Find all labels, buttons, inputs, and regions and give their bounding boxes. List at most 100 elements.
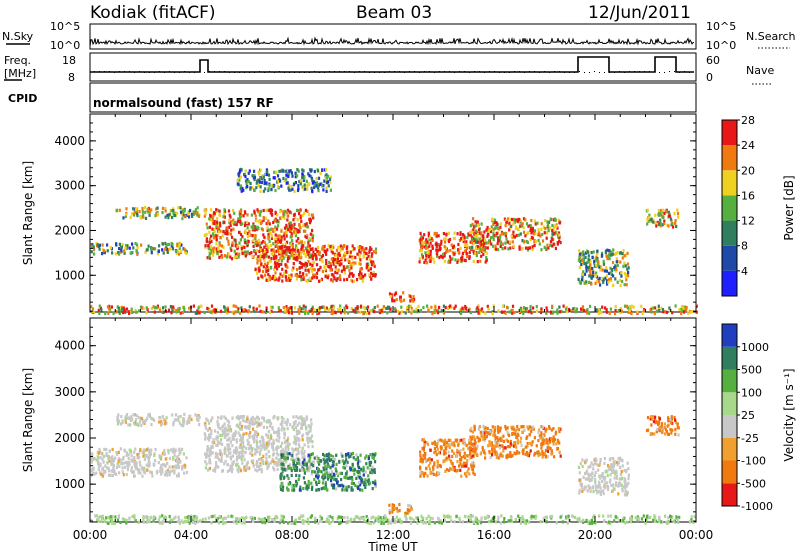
echo-cell: [298, 474, 301, 478]
echo-cell: [478, 228, 481, 232]
echo-cell: [646, 218, 649, 222]
echo-cell: [316, 310, 319, 315]
echo-cell: [664, 310, 667, 314]
nave-dot: [664, 72, 665, 73]
echo-cell: [627, 266, 630, 270]
nave-dot: [269, 71, 270, 72]
echo-cell: [581, 305, 584, 309]
echo-cell: [291, 451, 294, 455]
echo-cell: [329, 244, 332, 249]
echo-cell: [262, 233, 265, 237]
echo-cell: [206, 428, 209, 432]
echo-cell: [278, 246, 282, 250]
echo-cell: [204, 437, 207, 441]
echo-cell: [275, 448, 278, 452]
echo-cell: [256, 415, 259, 419]
echo-cell: [148, 213, 151, 217]
echo-cell: [334, 477, 337, 481]
echo-cell: [356, 456, 359, 460]
echo-cell: [586, 260, 589, 264]
echo-cell: [208, 252, 211, 256]
echo-cell: [483, 431, 486, 435]
echo-cell: [326, 248, 329, 252]
echo-cell: [224, 426, 227, 430]
echo-cell: [448, 468, 451, 472]
echo-cell: [171, 310, 175, 314]
echo-cell: [231, 454, 235, 458]
echo-cell: [429, 259, 432, 263]
echo-cell: [253, 174, 256, 178]
echo-cell: [432, 467, 435, 471]
echo-cell: [596, 249, 599, 253]
echo-cell: [118, 208, 121, 212]
echo-cell: [537, 450, 540, 454]
echo-cell: [427, 307, 430, 311]
echo-cell: [257, 183, 260, 188]
echo-cell: [264, 446, 267, 450]
echo-cell: [132, 246, 135, 250]
echo-cell: [469, 449, 472, 453]
echo-cell: [310, 169, 313, 173]
echo-cell: [138, 210, 141, 214]
echo-cell: [259, 221, 263, 226]
echo-cell: [600, 265, 603, 269]
echo-cell: [239, 427, 242, 431]
echo-cell: [422, 474, 426, 478]
echo-cell: [107, 454, 110, 459]
echo-cell: [491, 217, 494, 221]
echo-cell: [296, 168, 299, 172]
echo-cell: [290, 232, 293, 236]
echo-cell: [232, 304, 235, 308]
echo-cell: [239, 187, 242, 191]
echo-cell: [168, 473, 171, 477]
echo-cell: [302, 487, 305, 491]
echo-cell: [218, 243, 221, 247]
echo-cell: [313, 260, 316, 264]
echo-cell: [359, 304, 363, 308]
echo-cell: [305, 310, 309, 314]
echo-cell: [319, 306, 322, 310]
echo-cell: [572, 307, 575, 311]
echo-cell: [254, 240, 258, 244]
nave-dot: [409, 71, 410, 72]
echo-cell: [350, 488, 353, 492]
echo-cell: [197, 418, 200, 423]
echo-cell: [531, 247, 534, 252]
echo-cell: [551, 228, 554, 233]
echo-cell: [248, 421, 251, 425]
echo-cell: [267, 173, 271, 177]
echo-cell: [493, 221, 496, 225]
echo-cell: [225, 433, 228, 437]
echo-cell: [154, 214, 157, 218]
echo-cell: [242, 432, 245, 436]
echo-cell: [270, 213, 274, 217]
echo-cell: [284, 169, 287, 173]
echo-cell: [239, 436, 243, 440]
echo-cell: [482, 244, 485, 248]
echo-cell: [459, 232, 462, 236]
echo-cell: [129, 215, 132, 219]
echo-cell: [245, 181, 248, 186]
echo-cell: [311, 239, 314, 243]
echo-cell: [311, 257, 314, 261]
echo-cell: [336, 481, 339, 485]
echo-cell: [588, 280, 591, 284]
echo-cell: [178, 306, 181, 311]
nave-dot: [274, 72, 275, 73]
echo-cell: [451, 251, 455, 255]
echo-cell: [192, 304, 195, 308]
echo-cell: [476, 444, 479, 448]
echo-cell: [659, 224, 662, 228]
echo-cell: [129, 418, 132, 422]
echo-cell: [217, 423, 220, 427]
echo-cell: [291, 425, 294, 430]
echo-cell: [431, 244, 434, 248]
echo-cell: [124, 420, 127, 424]
echo-cell: [475, 238, 478, 242]
echo-cell: [293, 251, 296, 255]
echo-cell: [227, 432, 230, 436]
echo-cell: [122, 461, 125, 466]
echo-cell: [280, 455, 283, 459]
echo-cell: [274, 276, 277, 280]
nave-dot: [194, 72, 195, 73]
